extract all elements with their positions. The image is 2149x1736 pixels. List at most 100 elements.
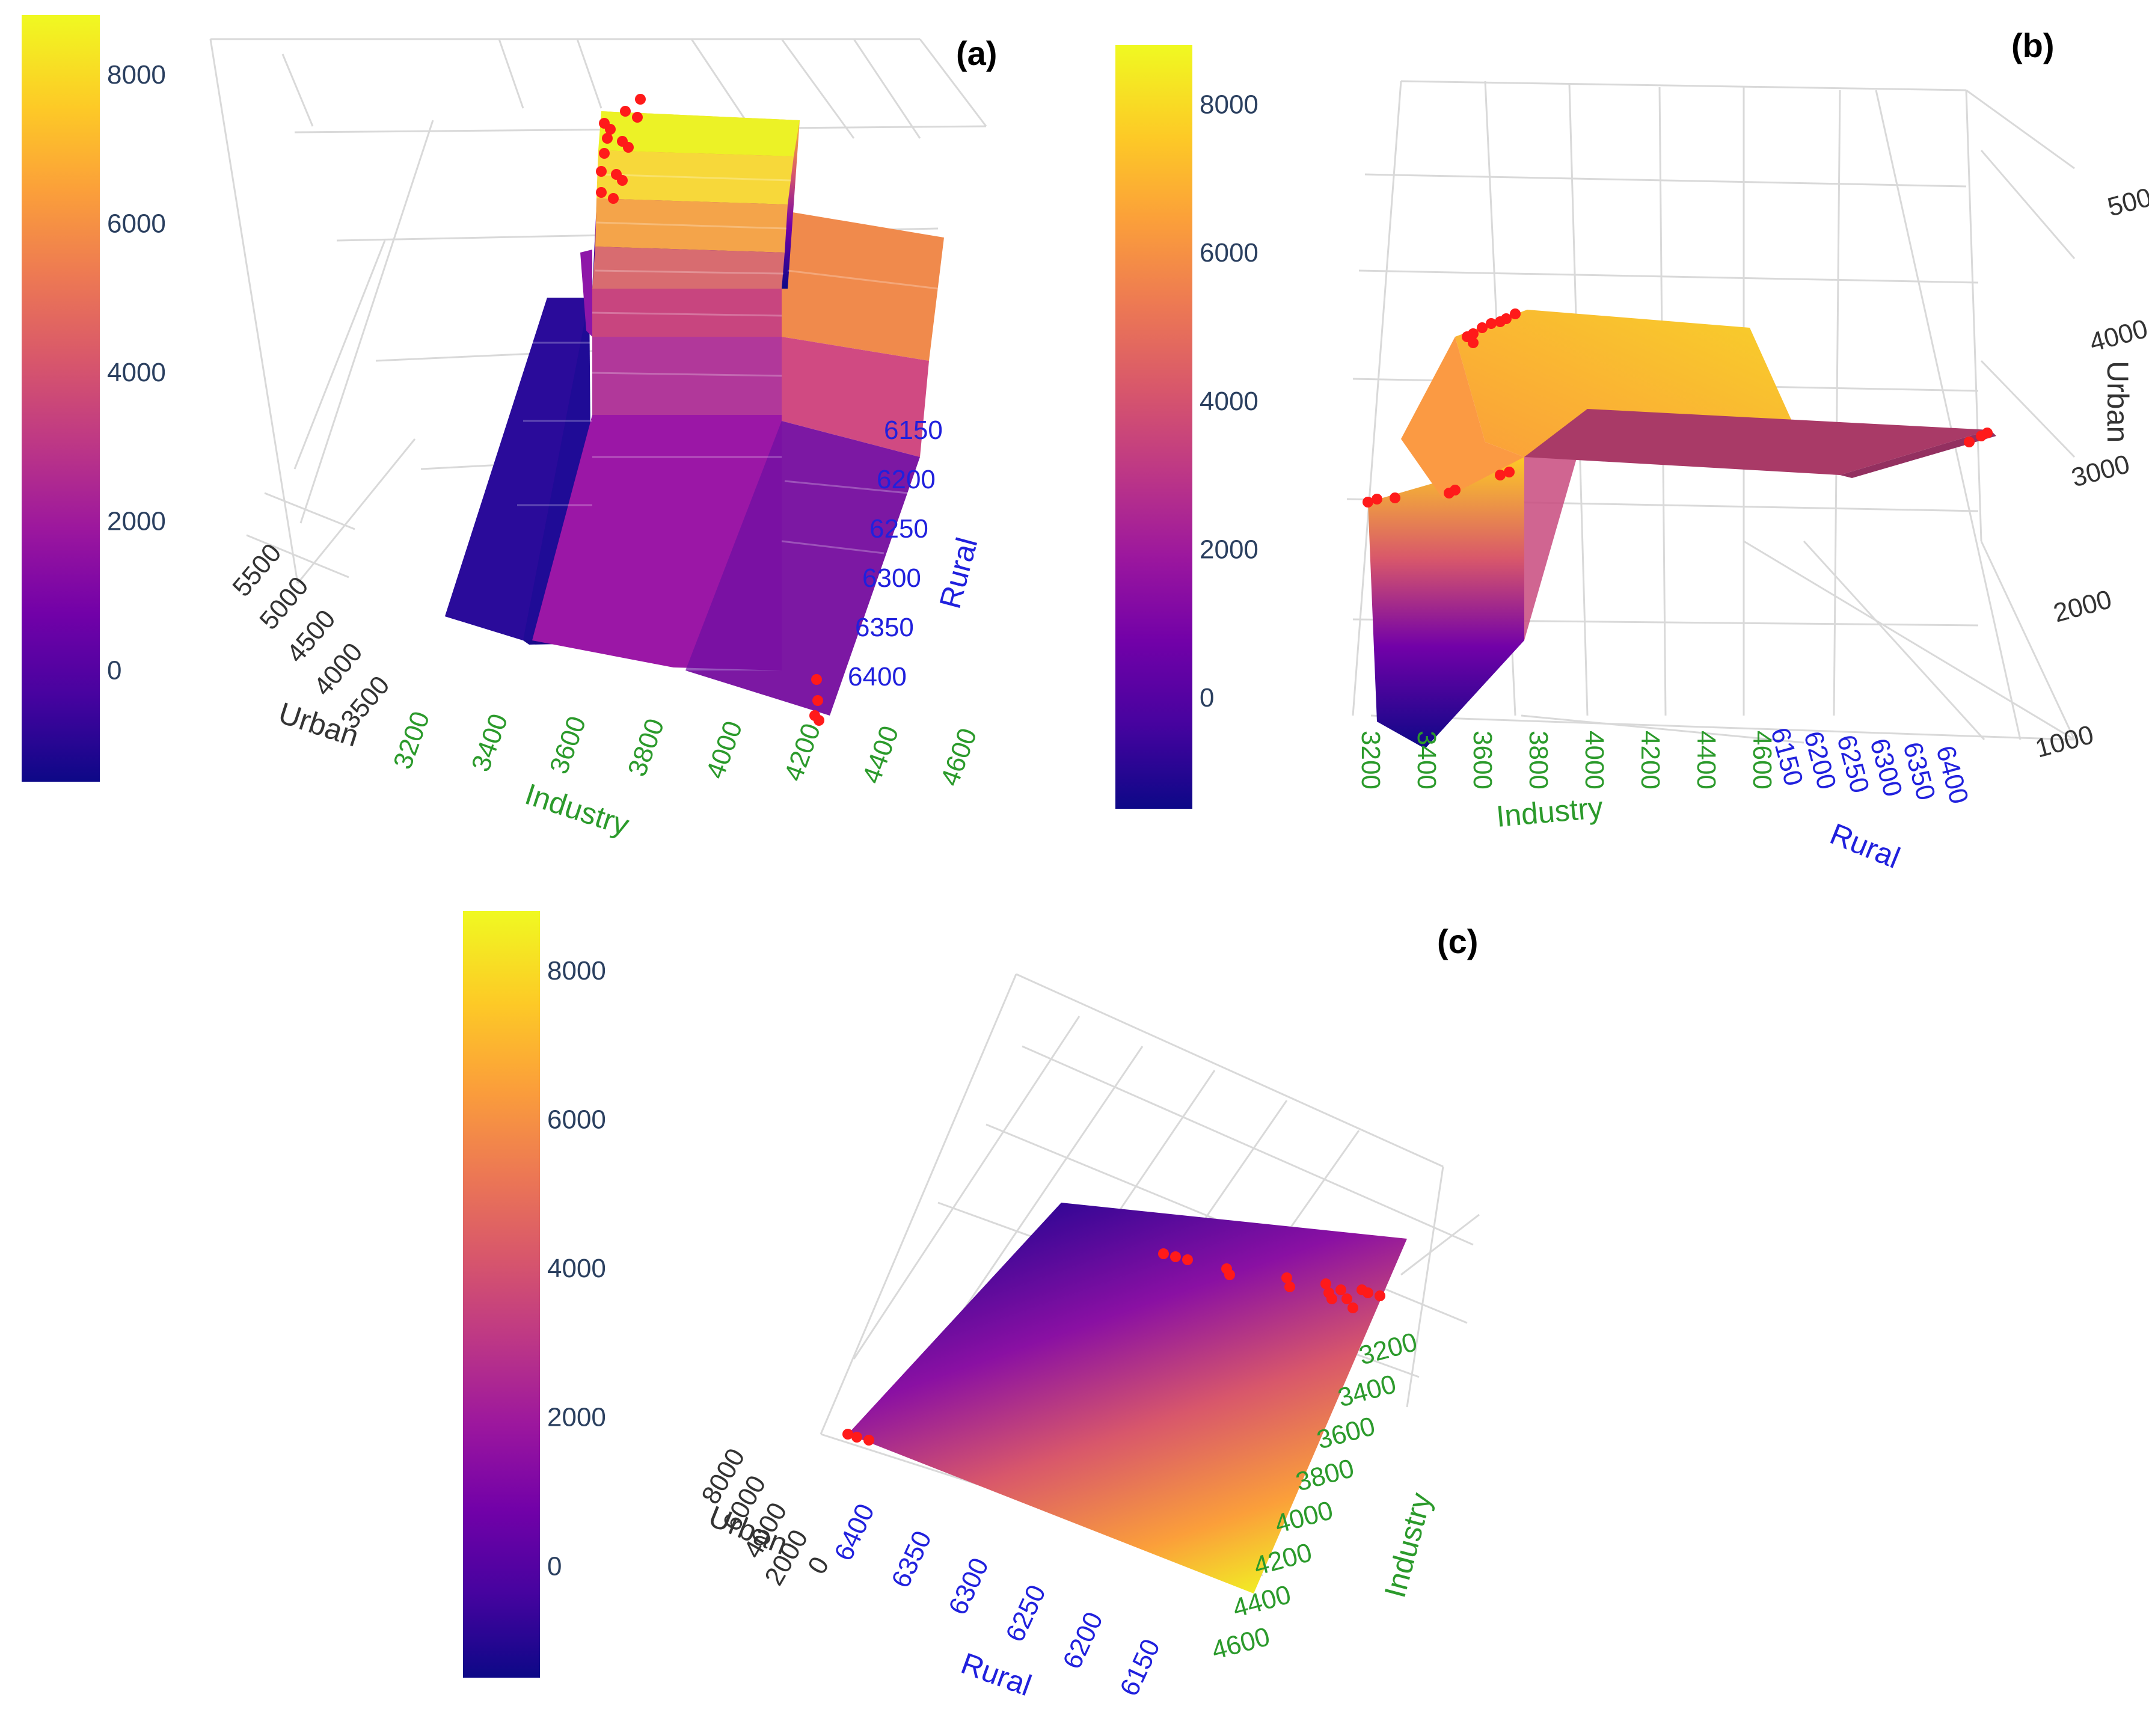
data-point [1170, 1251, 1181, 1262]
data-point [620, 106, 631, 117]
data-point [1450, 485, 1461, 495]
rural-tick: 6150 [884, 416, 943, 445]
industry-tick: 4200 [1636, 731, 1665, 790]
colorbar-tick: 8000 [547, 956, 606, 986]
data-point [863, 1435, 874, 1446]
industry-tick: 3200 [1356, 731, 1385, 790]
industry-tick: 4000 [1580, 731, 1609, 790]
industry-tick: 3600 [544, 713, 592, 778]
data-point [1495, 470, 1506, 480]
rural-tick: 6400 [1930, 743, 1974, 807]
colorbar-tick: 6000 [1200, 238, 1258, 268]
rural-tick: 6250 [869, 514, 928, 544]
industry-tick: 4400 [857, 722, 905, 788]
data-point [842, 1429, 853, 1440]
data-point [1964, 437, 1975, 447]
data-point [635, 94, 646, 105]
data-point [596, 187, 607, 198]
colorbar-tick: 4000 [1200, 387, 1258, 416]
industry-tick: 4400 [1691, 731, 1721, 790]
surface-a-steps [517, 173, 939, 554]
urban-tick: 0 [802, 1552, 835, 1580]
surface-c [848, 1203, 1407, 1593]
colorbar-tick: 0 [107, 655, 121, 685]
industry-tick: 3800 [1524, 731, 1553, 790]
rural-tick: 6250 [1000, 1581, 1052, 1646]
data-point [1510, 308, 1521, 319]
data-point [1372, 494, 1382, 505]
data-point [1468, 328, 1479, 339]
colorbar-tick: 4000 [547, 1254, 606, 1283]
data-point [1363, 497, 1373, 508]
panel-a: 0 2000 4000 6000 8000 [22, 15, 997, 842]
data-point [1341, 1293, 1352, 1304]
industry-tick: 3400 [1412, 731, 1441, 790]
panel-b: 0 2000 4000 6000 8000 [1115, 26, 2149, 875]
surface-a-peak [580, 111, 800, 337]
data-point [599, 148, 610, 159]
panel-c-label: (c) [1437, 922, 1478, 960]
colorbar-a-ticks: 0 2000 4000 6000 8000 [107, 60, 166, 685]
colorbar-tick: 6000 [547, 1105, 606, 1135]
data-point [596, 166, 607, 177]
data-points-c [842, 1248, 1385, 1446]
data-points-a [596, 94, 824, 726]
rural-tick: 6350 [886, 1527, 937, 1592]
data-point [1501, 313, 1512, 324]
colorbar-c-ticks: 0 2000 4000 6000 8000 [547, 956, 606, 1581]
industry-tick: 4600 [1209, 1622, 1273, 1666]
colorbar-b [1115, 45, 1192, 809]
data-point [1158, 1248, 1169, 1259]
data-point [605, 124, 616, 135]
data-point [812, 695, 823, 706]
data-point [1390, 492, 1400, 503]
data-point [1477, 322, 1488, 333]
colorbar-b-ticks: 0 2000 4000 6000 8000 [1200, 90, 1258, 713]
data-point [811, 674, 822, 685]
data-point [1281, 1272, 1292, 1283]
colorbar-tick: 8000 [1200, 90, 1258, 120]
data-point [1326, 1293, 1337, 1304]
data-point [602, 133, 613, 144]
industry-tick: 4200 [779, 720, 827, 785]
rural-tick: 6400 [829, 1500, 880, 1565]
rural-tick: 6200 [877, 465, 936, 494]
data-point [1982, 428, 1993, 438]
urban-tick: 4000 [2086, 314, 2149, 358]
rural-tick: 6350 [855, 613, 914, 642]
rural-axis-title: Rural [933, 534, 984, 612]
industry-tick: 4600 [935, 725, 983, 790]
data-points-b [1363, 308, 1993, 508]
surface-a-band-right [685, 210, 944, 716]
industry-tick: 3400 [466, 710, 514, 776]
urban-tick: 1000 [2032, 720, 2097, 764]
data-point [1504, 467, 1515, 477]
colorbar-tick: 8000 [107, 60, 166, 90]
rural-axis-title: Rural [1826, 817, 1905, 875]
colorbar-tick: 0 [547, 1551, 562, 1581]
data-point [608, 193, 619, 204]
colorbar-tick: 4000 [107, 358, 166, 387]
industry-tick: 3200 [388, 708, 436, 773]
data-point [623, 142, 634, 153]
industry-axis-title: Industry [1495, 791, 1604, 833]
industry-tick: 3800 [622, 715, 670, 781]
colorbar-tick: 6000 [107, 209, 166, 239]
colorbar-c [463, 911, 540, 1678]
data-point [814, 715, 824, 726]
rural-tick: 6200 [1057, 1608, 1109, 1673]
colorbar-tick: 2000 [107, 507, 166, 536]
colorbar-tick: 0 [1200, 683, 1214, 713]
industry-tick: 4000 [700, 717, 749, 783]
rural-axis-title: Rural [957, 1646, 1035, 1702]
data-point [851, 1432, 862, 1443]
rural-tick: 6300 [943, 1554, 995, 1619]
data-point [1375, 1290, 1385, 1301]
surface-b [1368, 310, 1996, 749]
data-point [1486, 318, 1497, 329]
data-point [617, 175, 628, 186]
data-point [1224, 1269, 1235, 1280]
colorbar-a [22, 15, 100, 782]
